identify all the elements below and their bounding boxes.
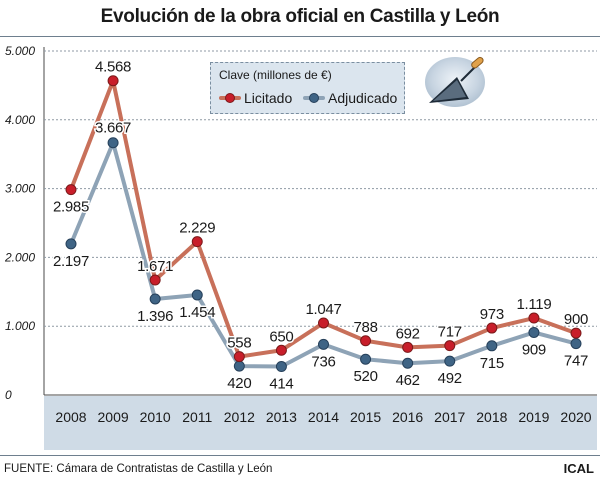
licitado-data-label: 900 xyxy=(564,311,588,328)
adjudicado-data-label: 1.396 xyxy=(137,308,173,325)
adjudicado-point xyxy=(275,361,287,373)
x-tick-label: 2020 xyxy=(560,409,591,425)
y-tick-label: 3.000 xyxy=(5,182,35,196)
adjudicado-point xyxy=(528,326,540,338)
licitado-data-label: 692 xyxy=(396,325,420,342)
x-tick-label: 2016 xyxy=(392,409,423,425)
x-tick-label: 2009 xyxy=(98,409,129,425)
x-tick-label: 2017 xyxy=(434,409,465,425)
legend-adjudicado-marker xyxy=(309,93,319,103)
licitado-point xyxy=(191,236,203,248)
x-tick-label: 2011 xyxy=(182,409,212,425)
licitado-data-label: 558 xyxy=(227,335,251,352)
licitado-point xyxy=(275,344,287,356)
adjudicado-data-label: 736 xyxy=(311,353,335,370)
licitado-point xyxy=(570,327,582,339)
licitado-point xyxy=(528,312,540,324)
brand-logo-text: ICAL xyxy=(563,461,594,476)
adjudicado-point xyxy=(402,357,414,369)
licitado-point xyxy=(444,340,456,352)
adjudicado-data-label: 1.454 xyxy=(179,304,215,321)
adjudicado-point xyxy=(149,293,161,305)
adjudicado-point xyxy=(360,353,372,365)
trowel-icon xyxy=(425,56,485,107)
adjudicado-point xyxy=(570,338,582,350)
licitado-point xyxy=(486,322,498,334)
adjudicado-point xyxy=(444,355,456,367)
adjudicado-data-label: 492 xyxy=(438,370,462,387)
x-tick-label: 2012 xyxy=(224,409,255,425)
licitado-data-label: 650 xyxy=(269,328,293,345)
licitado-data-label: 973 xyxy=(480,306,504,323)
licitado-data-label: 2.985 xyxy=(53,199,89,216)
adjudicado-data-label: 420 xyxy=(227,375,251,392)
licitado-point xyxy=(360,335,372,347)
licitado-point xyxy=(149,274,161,286)
adjudicado-point xyxy=(486,340,498,352)
adjudicado-data-label: 2.197 xyxy=(53,253,89,270)
y-tick-label: 2.000 xyxy=(4,250,35,264)
adjudicado-series-line xyxy=(69,140,578,369)
legend-licitado-marker xyxy=(225,93,235,103)
adjudicado-point xyxy=(318,338,329,350)
chart-title: Evolución de la obra oficial en Castilla… xyxy=(100,6,500,27)
legend: Clave (millones de €) Licitado Adjudicad… xyxy=(210,62,405,114)
x-tick-label: 2019 xyxy=(518,409,549,425)
x-axis-band xyxy=(44,396,597,450)
legend-title: Clave (millones de €) xyxy=(219,68,332,82)
adjudicado-data-label: 909 xyxy=(522,341,546,358)
licitado-data-label: 2.229 xyxy=(179,220,215,237)
adjudicado-point xyxy=(191,289,203,301)
line-chart: 0 1.000 2.000 3.000 4.000 5.000 2008 2009 2010 20… xyxy=(4,44,597,450)
y-tick-label: 1.000 xyxy=(5,319,35,333)
licitado-data-label: 1.047 xyxy=(305,301,341,318)
adjudicado-point xyxy=(233,360,245,372)
licitado-point xyxy=(402,341,414,353)
licitado-point xyxy=(107,75,119,87)
x-tick-label: 2014 xyxy=(308,409,339,425)
title-divider xyxy=(0,36,600,37)
adjudicado-data-label: 747 xyxy=(564,353,588,370)
licitado-data-label: 4.568 xyxy=(95,59,131,76)
licitado-point xyxy=(318,317,329,329)
adjudicado-data-label: 414 xyxy=(269,376,293,393)
licitado-data-label: 788 xyxy=(354,319,378,336)
licitado-point xyxy=(233,351,245,363)
x-tick-label: 2015 xyxy=(350,409,381,425)
adjudicado-data-label: 520 xyxy=(354,368,378,385)
licitado-data-label: 1.119 xyxy=(516,296,551,313)
x-tick-label: 2018 xyxy=(476,409,507,425)
x-tick-label: 2013 xyxy=(266,409,297,425)
licitado-point xyxy=(65,184,77,196)
licitado-data-label: 717 xyxy=(438,324,462,341)
licitado-data-label: 1.671 xyxy=(137,258,173,275)
y-tick-label: 4.000 xyxy=(5,113,35,127)
footer-divider xyxy=(0,455,600,456)
legend-adjudicado-label: Adjudicado xyxy=(328,90,398,106)
adjudicado-data-label: 462 xyxy=(396,372,420,389)
adjudicado-data-label: 715 xyxy=(480,355,504,372)
y-tick-label: 0 xyxy=(5,388,12,402)
y-tick-label: 5.000 xyxy=(5,44,35,58)
adjudicado-point xyxy=(65,238,77,250)
source-note: FUENTE: Cámara de Contratistas de Castil… xyxy=(4,463,273,475)
legend-licitado-label: Licitado xyxy=(244,90,293,106)
adjudicado-data-label: 3.667 xyxy=(95,120,131,137)
x-tick-label: 2008 xyxy=(55,409,86,425)
adjudicado-point xyxy=(107,137,119,149)
x-tick-label: 2010 xyxy=(140,409,171,425)
